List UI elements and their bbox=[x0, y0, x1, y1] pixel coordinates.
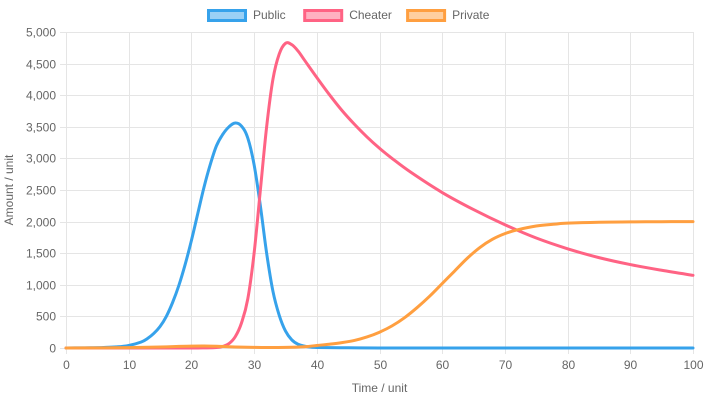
grid-lines bbox=[60, 32, 694, 354]
y-axis-tick-labels: 0 500 1,000 1,500 2,000 2,500 3,000 3,500 4,000 4… bbox=[26, 26, 56, 356]
y-tick-label: 4,500 bbox=[26, 58, 56, 72]
series-line-private bbox=[64, 220, 695, 350]
legend: Public Cheater Private bbox=[207, 8, 490, 22]
legend-label-private: Private bbox=[452, 8, 490, 22]
series-lines bbox=[64, 41, 695, 350]
x-tick-label: 90 bbox=[624, 358, 638, 372]
y-tick-label: 1,500 bbox=[26, 247, 56, 261]
y-tick-label: 3,000 bbox=[26, 152, 56, 166]
legend-swatch-private bbox=[406, 9, 447, 22]
legend-label-public: Public bbox=[253, 8, 286, 22]
y-tick-label: 2,000 bbox=[26, 216, 56, 230]
series-line-public bbox=[64, 121, 695, 350]
legend-item-public[interactable]: Public bbox=[207, 8, 286, 22]
y-axis-title: Amount / unit bbox=[2, 154, 16, 225]
y-tick-label: 5,000 bbox=[26, 26, 56, 40]
y-tick-label: 500 bbox=[36, 310, 56, 324]
y-tick-label: 4,000 bbox=[26, 89, 56, 103]
legend-swatch-public bbox=[207, 9, 247, 22]
x-tick-label: 100 bbox=[683, 358, 703, 372]
x-axis-title: Time / unit bbox=[352, 381, 408, 395]
y-tick-label: 3,500 bbox=[26, 121, 56, 135]
x-tick-label: 40 bbox=[311, 358, 325, 372]
x-axis-tick-labels: 0 10 20 30 40 50 60 70 80 90 100 bbox=[63, 358, 704, 372]
legend-item-private[interactable]: Private bbox=[406, 8, 490, 22]
x-tick-label: 30 bbox=[248, 358, 262, 372]
x-tick-label: 10 bbox=[123, 358, 137, 372]
x-tick-label: 50 bbox=[374, 358, 388, 372]
legend-swatch-cheater bbox=[303, 9, 344, 22]
x-tick-label: 0 bbox=[63, 358, 70, 372]
x-tick-label: 60 bbox=[436, 358, 450, 372]
x-tick-label: 80 bbox=[562, 358, 576, 372]
y-tick-label: 2,500 bbox=[26, 184, 56, 198]
legend-label-cheater: Cheater bbox=[349, 8, 392, 22]
y-tick-label: 0 bbox=[49, 342, 56, 356]
legend-item-cheater[interactable]: Cheater bbox=[303, 8, 392, 22]
series-line-cheater bbox=[64, 41, 695, 350]
x-tick-label: 20 bbox=[185, 358, 199, 372]
x-tick-label: 70 bbox=[499, 358, 513, 372]
y-tick-label: 1,000 bbox=[26, 279, 56, 293]
